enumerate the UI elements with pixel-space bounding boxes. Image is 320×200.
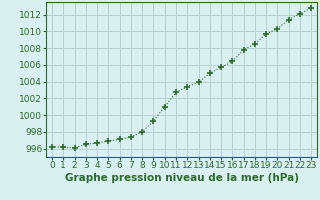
X-axis label: Graphe pression niveau de la mer (hPa): Graphe pression niveau de la mer (hPa) [65,173,299,183]
